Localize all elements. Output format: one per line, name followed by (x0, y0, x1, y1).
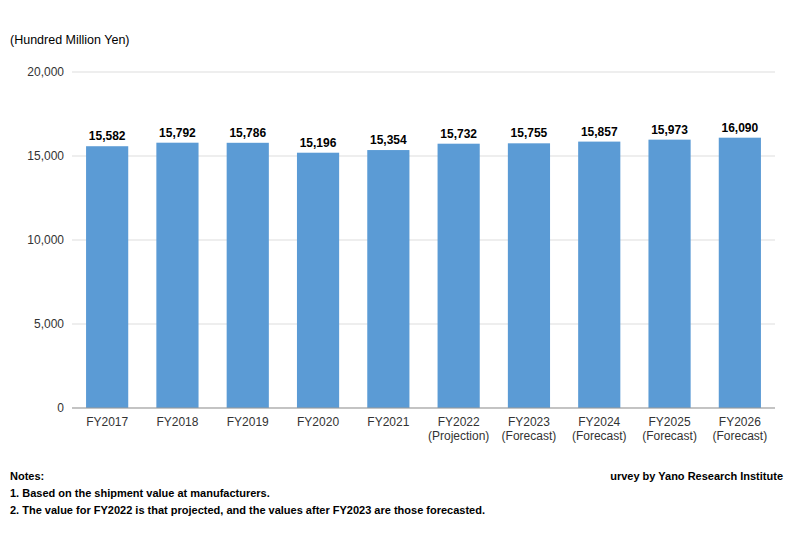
data-label: 15,196 (300, 136, 337, 150)
x-tick-label: FY2024(Forecast) (572, 415, 627, 443)
data-label: 15,354 (370, 133, 407, 147)
bar (648, 140, 690, 408)
x-tick-label: FY2023(Forecast) (502, 415, 557, 443)
x-tick-label: FY2021 (367, 415, 409, 429)
bar (297, 153, 339, 408)
bar (86, 146, 128, 408)
x-tick-label: FY2026(Forecast) (713, 415, 768, 443)
x-tick-label: FY2018 (156, 415, 198, 429)
y-tick-label: 5,000 (34, 317, 64, 331)
data-label: 15,792 (159, 126, 196, 140)
bar (438, 144, 480, 408)
grid-line (72, 408, 775, 409)
note: Notes:1. Based on the shipment value at … (10, 470, 485, 516)
y-axis: 0 5,000 10,000 15,000 20,000 (27, 65, 64, 415)
x-tick-label: FY2025(Forecast) (642, 415, 697, 443)
bar (508, 143, 550, 408)
data-label: 15,755 (511, 126, 548, 140)
x-tick-label: FY2022(Projection) (428, 415, 489, 443)
data-label: 15,857 (581, 125, 618, 139)
data-label: 15,786 (229, 126, 266, 140)
y-tick-label: 0 (57, 401, 64, 415)
y-tick-label: 10,000 (27, 233, 64, 247)
data-label: 15,582 (89, 129, 126, 143)
y-tick-label: 15,000 (27, 149, 64, 163)
y-axis-label: (Hundred Million Yen) (10, 33, 130, 47)
data-labels: 15,582 15,792 15,786 15,196 15,354 15,732 15,7… (89, 121, 759, 150)
chart-container: 0 5,000 10,000 15,000 20,000 15,582 15,792 15,7… (0, 0, 793, 549)
x-axis: FY2017 FY2018 FY2019 FY2020 FY2021 FY2022(Pro… (86, 415, 767, 443)
y-tick-label: 20,000 (27, 65, 64, 79)
bars (86, 138, 761, 408)
grid-line (72, 72, 775, 73)
bar (719, 138, 761, 408)
bar (156, 143, 198, 408)
bar (578, 142, 620, 408)
x-tick-label: FY2017 (86, 415, 128, 429)
source-note: urvey by Yano Research Institute (610, 470, 783, 482)
x-tick-label: FY2019 (227, 415, 269, 429)
chart: 0 5,000 10,000 15,000 20,000 15,582 15,792 15,7… (0, 0, 793, 549)
x-tick-label: FY2020 (297, 415, 339, 429)
bar (227, 143, 269, 408)
data-label: 16,090 (721, 121, 758, 135)
x-axis-line (72, 408, 775, 409)
bar (367, 150, 409, 408)
data-label: 15,973 (651, 123, 688, 137)
grid (72, 72, 775, 408)
data-label: 15,732 (440, 127, 477, 141)
